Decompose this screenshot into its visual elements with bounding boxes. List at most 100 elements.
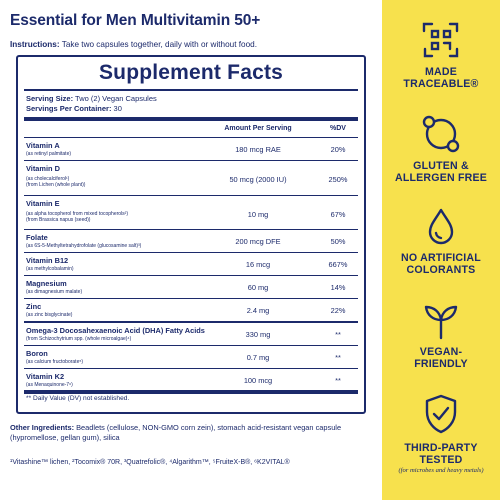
amount-per-serving-header: Amount Per Serving [224, 125, 292, 132]
badge-line: VEGAN- [419, 346, 463, 358]
divider [24, 252, 358, 253]
nutrient-dv: 250% [328, 175, 348, 184]
nutrient-name: Vitamin D [26, 164, 60, 173]
nutrient-name: Zinc [26, 302, 42, 311]
nutrient-dv: ** [335, 353, 341, 362]
shield-check-icon [425, 394, 457, 434]
sprout-icon [424, 305, 458, 340]
nutrient-dv: ** [335, 376, 341, 385]
nutrient-name: Folate [26, 233, 48, 242]
badge-label: THIRD-PARTY TESTED [382, 442, 500, 466]
nutrient-row: Vitamin A (as retinyl palmitate) 180 mcg… [24, 141, 358, 165]
claims-panel: MADE TRACEABLE® GLUTEN & ALLERGEN FREE NO … [382, 0, 500, 500]
nutrient-dv: 20% [330, 145, 346, 154]
nutrient-origin: (from Brassica napus (seed)) [26, 217, 91, 223]
nutrient-dv: 22% [330, 306, 346, 315]
serving-size-label: Serving Size: [26, 94, 74, 103]
instructions: Instructions: Take two capsules together… [10, 40, 376, 49]
nutrient-origin: (from Lichen (whole plant)) [26, 182, 86, 188]
divider [24, 345, 358, 346]
badge-line: GLUTEN & [413, 160, 469, 172]
other-ingredients: Other Ingredients: Beadlets (cellulose, … [10, 423, 378, 442]
nutrient-row: Omega-3 Docosahexaenoic Acid (DHA) Fatty… [24, 326, 358, 350]
instructions-label: Instructions: [10, 40, 60, 49]
divider [24, 195, 358, 196]
nutrient-dv: 67% [330, 210, 346, 219]
nutrient-row: Zinc (as zinc bisglycinate) 2.4 mg 22% [24, 302, 358, 326]
divider [24, 89, 358, 91]
product-title: Essential for Men Multivitamin 50+ [10, 12, 261, 29]
nutrient-amount: 16 mcg [245, 260, 271, 269]
badge-label: NO ARTIFICIAL COLORANTS [382, 252, 500, 276]
nutrient-source: (as methylcobalamin) [26, 266, 74, 272]
nutrient-amount: 180 mcg RAE [235, 145, 281, 154]
nutrient-amount: 50 mcg (2000 IU) [229, 175, 287, 184]
nutrient-row: Vitamin D (as cholecalciferol¹) (from Li… [24, 164, 358, 194]
nutrient-source: (as 6S-5-Methyltetrahydrofolate (glucosa… [26, 243, 142, 249]
badge-traceable: MADE TRACEABLE® [382, 20, 500, 90]
divider [24, 321, 358, 323]
nutrient-amount: 2.4 mg [246, 306, 270, 315]
nutrient-name: Vitamin A [26, 141, 60, 150]
nutrient-row: Vitamin E (as alpha tocopherol from mixe… [24, 199, 358, 229]
badge-line: FRIENDLY [414, 358, 468, 370]
nutrient-name: Omega-3 Docosahexaenoic Acid (DHA) Fatty… [26, 326, 205, 335]
dv-footnote: ** Daily Value (DV) not established. [26, 395, 130, 402]
qr-code-icon [422, 22, 459, 58]
divider [24, 390, 358, 394]
other-ingredients-text: Beadlets (cellulose, NON-GMO corn zein),… [10, 423, 342, 442]
divider [24, 298, 358, 299]
nutrient-amount: 200 mcg DFE [235, 237, 281, 246]
badge-label: VEGAN- FRIENDLY [382, 346, 500, 370]
nutrient-dv: ** [335, 330, 341, 339]
badge-line: THIRD-PARTY [404, 442, 478, 454]
nutrient-row: Vitamin B12 (as methylcobalamin) 16 mcg … [24, 256, 358, 280]
instructions-text: Take two capsules together, daily with o… [59, 40, 257, 49]
badge-line: COLORANTS [406, 264, 476, 276]
divider [24, 117, 358, 121]
nutrient-name: Vitamin E [26, 199, 60, 208]
nutrient-name: Magnesium [26, 279, 67, 288]
badge-gluten-free: GLUTEN & ALLERGEN FREE [382, 114, 500, 184]
badge-line: ALLERGEN FREE [394, 172, 488, 184]
gluten-free-icon [422, 115, 460, 153]
nutrient-name: Vitamin B12 [26, 256, 69, 265]
servings-per-container-label: Servings Per Container: [26, 104, 112, 113]
nutrient-source: (as dimagnesium malate) [26, 289, 83, 295]
nutrient-source: (as calcium fructoborate⁵) [26, 359, 84, 365]
dv-header: %DV [330, 125, 346, 132]
nutrient-amount: 60 mg [247, 283, 269, 292]
badge-no-colorants: NO ARTIFICIAL COLORANTS [382, 206, 500, 276]
nutrient-source: (as Menaquinone-7⁶) [26, 382, 73, 388]
badge-label: MADE TRACEABLE® [382, 66, 500, 90]
nutrient-amount: 330 mg [245, 330, 271, 339]
nutrient-row: Folate (as 6S-5-Methyltetrahydrofolate (… [24, 233, 358, 257]
supplement-facts-panel: Supplement Facts Serving Size: Two (2) V… [16, 55, 366, 414]
nutrient-amount: 0.7 mg [246, 353, 270, 362]
badge-line: MADE [425, 66, 457, 78]
divider [24, 368, 358, 369]
product-panel: Essential for Men Multivitamin 50+ Instr… [10, 12, 378, 466]
serving-size: Serving Size: Two (2) Vegan Capsules [26, 94, 157, 103]
nutrient-source: (as cholecalciferol¹) [26, 176, 70, 182]
divider [24, 229, 358, 230]
nutrient-source: (as alpha tocopherol from mixed tocopher… [26, 211, 128, 217]
nutrient-row: Boron (as calcium fructoborate⁵) 0.7 mg … [24, 349, 358, 373]
badge-vegan: VEGAN- FRIENDLY [382, 300, 500, 370]
nutrient-row: Magnesium (as dimagnesium malate) 60 mg … [24, 279, 358, 303]
nutrient-row: Vitamin K2 (as Menaquinone-7⁶) 100 mcg *… [24, 372, 358, 392]
badge-label: GLUTEN & ALLERGEN FREE [382, 160, 500, 184]
other-ingredients-label: Other Ingredients: [10, 423, 75, 432]
badge-line: NO ARTIFICIAL [401, 252, 481, 264]
divider [24, 137, 358, 138]
nutrient-name: Vitamin K2 [26, 372, 65, 381]
divider [24, 160, 358, 161]
serving-size-value: Two (2) Vegan Capsules [73, 94, 157, 103]
nutrient-dv: 667% [328, 260, 348, 269]
badge-line: TRACEABLE® [403, 78, 479, 90]
nutrient-source: (as zinc bisglycinate) [26, 312, 73, 318]
badge-note: (for microbes and heavy metals) [398, 467, 484, 474]
nutrient-source: (from Schizochytrium spp. (whole microal… [26, 336, 132, 342]
trademark-notes: ¹Vitashine™ lichen, ²Tocomix® 70R, ³Quat… [10, 459, 290, 466]
servings-per-container-value: 30 [111, 104, 122, 113]
